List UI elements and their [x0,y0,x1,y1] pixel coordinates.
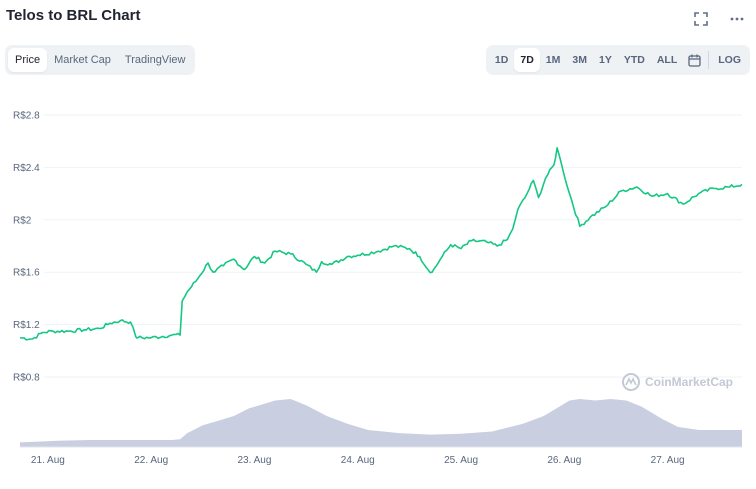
x-tick-label: 26. Aug [547,455,581,466]
x-tick-label: 27. Aug [651,455,685,466]
x-tick-label: 21. Aug [31,455,65,466]
y-tick-label: R$2.4 [13,163,40,174]
more-dots-icon[interactable] [728,10,746,28]
expand-icon[interactable] [692,10,710,28]
tab-tradingview[interactable]: TradingView [124,54,186,66]
price-series [19,147,743,341]
log-toggle[interactable]: LOG [718,54,741,66]
y-tick-label: R$0.8 [13,373,40,384]
range-tabs: 1D 7D 1M 3M 1Y YTD ALL LOG [485,45,750,75]
price-chart-svg: CoinMarketCap R$2.8 R$2.4 R$2 R$1.6 R$1.2 R$0… [13,111,743,466]
y-tick-label: R$1.6 [13,268,40,279]
page-title: Telos to BRL Chart [6,7,141,24]
price-chart[interactable]: CoinMarketCap R$2.8 R$2.4 R$2 R$1.6 R$1.2 R$0… [0,95,756,484]
y-tick-label: R$2 [13,215,32,226]
y-tick-label: R$2.8 [13,111,40,122]
toolbar-divider [708,51,710,69]
range-ytd[interactable]: YTD [623,54,645,66]
watermark-text: CoinMarketCap [645,375,733,389]
range-1d[interactable]: 1D [494,54,509,66]
volume-series [20,399,742,447]
y-axis-ticks: R$2.8 R$2.4 R$2 R$1.6 R$1.2 R$0.8 [13,111,40,384]
price-line [19,147,743,341]
calendar-icon[interactable] [683,48,705,72]
range-all[interactable]: ALL [656,54,678,66]
coinmarketcap-logo-icon [622,373,640,391]
range-3m[interactable]: 3M [572,54,587,66]
x-tick-label: 23. Aug [238,455,272,466]
x-tick-label: 22. Aug [134,455,168,466]
x-tick-label: 25. Aug [444,455,478,466]
range-1y[interactable]: 1Y [598,54,612,66]
view-tabs: Price Market Cap TradingView [5,45,196,75]
tab-market-cap[interactable]: Market Cap [54,54,111,66]
range-7d[interactable]: 7D [514,48,540,72]
x-axis-ticks: 21. Aug 22. Aug 23. Aug 24. Aug 25. Aug 26. A… [31,455,685,466]
y-tick-label: R$1.2 [13,320,40,331]
x-tick-label: 24. Aug [341,455,375,466]
grid-lines [44,114,742,378]
volume-area [20,399,742,448]
tab-price[interactable]: Price [8,48,48,72]
top-actions [692,10,746,28]
watermark: CoinMarketCap [622,373,733,391]
range-1m[interactable]: 1M [545,54,561,66]
